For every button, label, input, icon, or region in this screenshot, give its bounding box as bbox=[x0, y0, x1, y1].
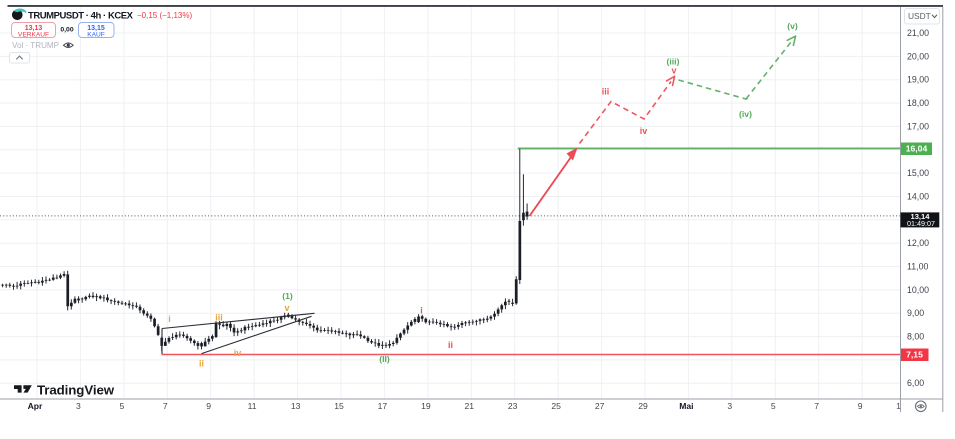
svg-text:i: i bbox=[420, 306, 423, 316]
svg-text:7,15: 7,15 bbox=[906, 350, 923, 360]
svg-text:i: i bbox=[168, 314, 171, 324]
svg-text:(iii): (iii) bbox=[667, 57, 680, 67]
svg-text:(II): (II) bbox=[379, 354, 390, 364]
svg-text:15: 15 bbox=[334, 401, 344, 411]
svg-text:13: 13 bbox=[291, 401, 301, 411]
svg-text:21: 21 bbox=[465, 401, 475, 411]
svg-text:5: 5 bbox=[120, 401, 125, 411]
svg-text:3: 3 bbox=[76, 401, 81, 411]
svg-text:TradingView: TradingView bbox=[37, 382, 115, 397]
svg-text:14,00: 14,00 bbox=[907, 192, 929, 202]
svg-text:Vol · TRUMP: Vol · TRUMP bbox=[12, 41, 59, 50]
svg-text:(1): (1) bbox=[282, 291, 293, 301]
svg-text:9,00: 9,00 bbox=[907, 308, 924, 318]
svg-text:13,15: 13,15 bbox=[87, 25, 105, 32]
svg-text:18,00: 18,00 bbox=[907, 98, 929, 108]
svg-text:6,00: 6,00 bbox=[907, 378, 924, 388]
svg-text:(iv): (iv) bbox=[739, 109, 752, 119]
svg-text:iv: iv bbox=[234, 348, 242, 358]
svg-text:iv: iv bbox=[640, 126, 648, 136]
svg-text:16,04: 16,04 bbox=[906, 144, 928, 154]
svg-text:−0,15 (−1,13%): −0,15 (−1,13%) bbox=[137, 11, 192, 20]
svg-text:27: 27 bbox=[595, 401, 605, 411]
svg-text:7: 7 bbox=[163, 401, 168, 411]
svg-text:Apr: Apr bbox=[28, 401, 43, 411]
svg-text:19: 19 bbox=[421, 401, 431, 411]
svg-text:iii: iii bbox=[602, 87, 610, 97]
svg-text:11,00: 11,00 bbox=[907, 262, 928, 272]
svg-text:(v): (v) bbox=[787, 21, 798, 31]
svg-text:1: 1 bbox=[896, 401, 901, 411]
svg-text:3: 3 bbox=[727, 401, 732, 411]
svg-text:17,00: 17,00 bbox=[907, 121, 929, 131]
svg-text:13,14: 13,14 bbox=[910, 212, 930, 221]
svg-text:ii: ii bbox=[199, 359, 204, 369]
svg-text:21,00: 21,00 bbox=[907, 28, 929, 38]
svg-text:USDT: USDT bbox=[908, 11, 931, 21]
svg-text:VERKAUF: VERKAUF bbox=[18, 31, 49, 38]
svg-text:7: 7 bbox=[814, 401, 819, 411]
svg-text:11: 11 bbox=[248, 401, 257, 411]
svg-text:17: 17 bbox=[378, 401, 388, 411]
svg-text:9: 9 bbox=[206, 401, 211, 411]
svg-text:29: 29 bbox=[638, 401, 648, 411]
svg-text:TRUMPUSDT · 4h · KCEX: TRUMPUSDT · 4h · KCEX bbox=[28, 10, 134, 21]
svg-text:23: 23 bbox=[508, 401, 518, 411]
svg-text:5: 5 bbox=[771, 401, 776, 411]
svg-text:10,00: 10,00 bbox=[907, 285, 929, 295]
svg-text:25: 25 bbox=[551, 401, 561, 411]
svg-text:v: v bbox=[284, 303, 289, 313]
svg-text:20,00: 20,00 bbox=[907, 51, 929, 61]
svg-text:Mai: Mai bbox=[679, 401, 693, 411]
svg-text:8,00: 8,00 bbox=[907, 332, 924, 342]
svg-text:9: 9 bbox=[858, 401, 863, 411]
svg-text:19,00: 19,00 bbox=[907, 75, 929, 85]
svg-text:13,13: 13,13 bbox=[25, 25, 43, 32]
svg-text:01:49:07: 01:49:07 bbox=[907, 219, 935, 228]
svg-text:ii: ii bbox=[448, 340, 453, 350]
svg-text:12,00: 12,00 bbox=[907, 238, 929, 248]
svg-text:iii: iii bbox=[215, 313, 223, 323]
svg-text:0,00: 0,00 bbox=[60, 27, 73, 34]
svg-text:v: v bbox=[671, 66, 676, 76]
svg-text:15,00: 15,00 bbox=[907, 168, 929, 178]
svg-text:KAUF: KAUF bbox=[87, 31, 105, 38]
